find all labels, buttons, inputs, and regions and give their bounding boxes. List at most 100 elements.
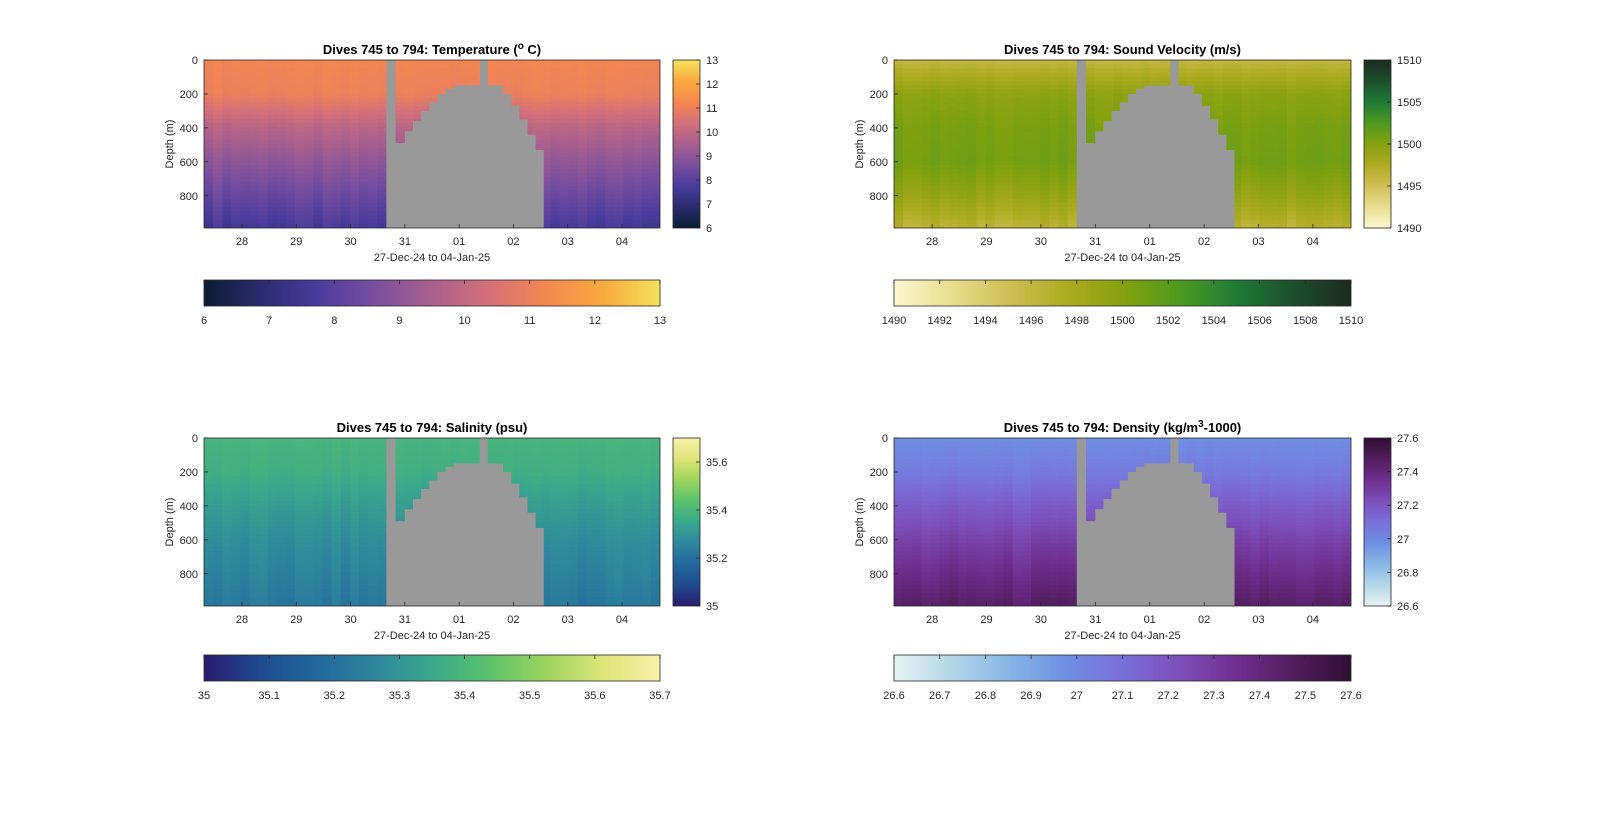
heatmap-cell — [304, 526, 315, 531]
heatmap-cell — [359, 538, 369, 544]
heatmap-cell — [1003, 76, 1014, 82]
heatmap-cell — [359, 156, 369, 162]
heatmap-cell — [231, 173, 242, 179]
heatmap-cell — [377, 76, 387, 82]
heatmap-cell — [1250, 64, 1261, 69]
heatmap-cell — [1067, 93, 1078, 99]
heatmap-cell — [1259, 207, 1270, 212]
heatmap-cell — [304, 135, 315, 141]
heatmap-cell — [213, 127, 223, 132]
no-data-mask — [487, 85, 504, 228]
heatmap-cell — [1241, 169, 1252, 174]
heatmap-cell — [349, 139, 360, 145]
heatmap-cell — [377, 194, 387, 200]
heatmap-cell — [204, 106, 214, 111]
no-data-mask — [518, 119, 528, 228]
heatmap-cell — [231, 475, 242, 481]
heatmap-cell — [614, 106, 625, 111]
heatmap-cell — [1232, 186, 1242, 191]
heatmap-cell — [422, 64, 433, 69]
heatmap-cell — [258, 198, 269, 204]
heatmap-cell — [1296, 165, 1306, 170]
heatmap-cell — [1159, 64, 1169, 69]
heatmap-cell — [368, 564, 378, 569]
heatmap-cell — [1332, 118, 1343, 124]
heatmap-cell — [295, 463, 305, 468]
heatmap-cell — [1287, 102, 1297, 107]
heatmap-cell — [304, 572, 315, 578]
heatmap-cell — [1305, 173, 1316, 179]
heatmap-cell — [240, 131, 251, 137]
heatmap-cell — [523, 110, 533, 116]
heatmap-cell — [368, 215, 378, 221]
heatmap-cell — [1040, 160, 1050, 166]
heatmap-cell — [1159, 72, 1169, 78]
heatmap-cell — [295, 131, 305, 137]
heatmap-cell — [1323, 173, 1334, 179]
heatmap-cell — [313, 169, 324, 174]
heatmap-cell — [267, 97, 278, 103]
heatmap-cell — [231, 110, 242, 116]
heatmap-cell — [957, 89, 968, 95]
heatmap-cell — [921, 198, 932, 204]
heatmap-cell — [994, 215, 1005, 221]
heatmap-cell — [1232, 131, 1242, 137]
heatmap-cell — [313, 93, 324, 99]
heatmap-cell — [1341, 131, 1351, 137]
heatmap-cell — [286, 526, 296, 531]
heatmap-cell — [267, 446, 278, 452]
heatmap-cell — [249, 118, 260, 124]
heatmap-cell — [204, 139, 214, 145]
heatmap-cell — [1223, 123, 1233, 128]
heatmap-cell — [313, 475, 324, 481]
heatmap-cell — [1250, 131, 1261, 137]
heatmap-cell — [295, 505, 305, 510]
y-tick-label: 600 — [870, 157, 888, 169]
heatmap-cell — [258, 501, 269, 506]
heatmap-cell — [1067, 144, 1078, 149]
heatmap-cell — [231, 190, 242, 195]
heatmap-cell — [349, 580, 360, 586]
heatmap-cell — [331, 601, 342, 606]
heatmap-cell — [213, 160, 223, 166]
heatmap-cell — [286, 76, 296, 82]
heatmap-cell — [1213, 114, 1224, 120]
heatmap-cell — [976, 60, 986, 65]
heatmap-cell — [1232, 173, 1242, 179]
heatmap-cell — [1314, 135, 1325, 141]
heatmap-cell — [368, 446, 378, 452]
heatmap-cell — [377, 118, 387, 124]
heatmap-cell — [967, 131, 977, 137]
heatmap-cell — [267, 160, 278, 166]
heatmap-cell — [577, 181, 588, 187]
heatmap-cell — [267, 194, 278, 200]
heatmap-cell — [1122, 68, 1133, 74]
heatmap-cell — [921, 152, 932, 158]
heatmap-cell — [432, 64, 442, 69]
heatmap-cell — [413, 85, 424, 90]
heatmap-cell — [550, 81, 561, 86]
heatmap-cell — [204, 551, 214, 557]
heatmap-cell — [1021, 127, 1032, 132]
heatmap-cell — [295, 543, 305, 548]
heatmap-cell — [313, 89, 324, 95]
heatmap-cell — [568, 85, 579, 90]
heatmap-cell — [1287, 135, 1297, 141]
heatmap-cell — [359, 496, 369, 502]
heatmap-cell — [550, 64, 561, 69]
heatmap-cell — [304, 68, 315, 74]
heatmap-cell — [1341, 202, 1351, 208]
heatmap-cell — [650, 102, 660, 107]
heatmap-cell — [1031, 60, 1041, 65]
heatmap-cell — [359, 585, 369, 590]
heatmap-cell — [1003, 114, 1014, 120]
heatmap-cell — [1021, 194, 1032, 200]
heatmap-cell — [322, 484, 333, 489]
heatmap-cell — [249, 202, 260, 208]
heatmap-cell — [213, 585, 223, 590]
heatmap-cell — [1232, 160, 1242, 166]
heatmap-cell — [231, 568, 242, 573]
heatmap-cell — [985, 81, 996, 86]
heatmap-cell — [286, 186, 296, 191]
heatmap-cell — [1323, 64, 1334, 69]
